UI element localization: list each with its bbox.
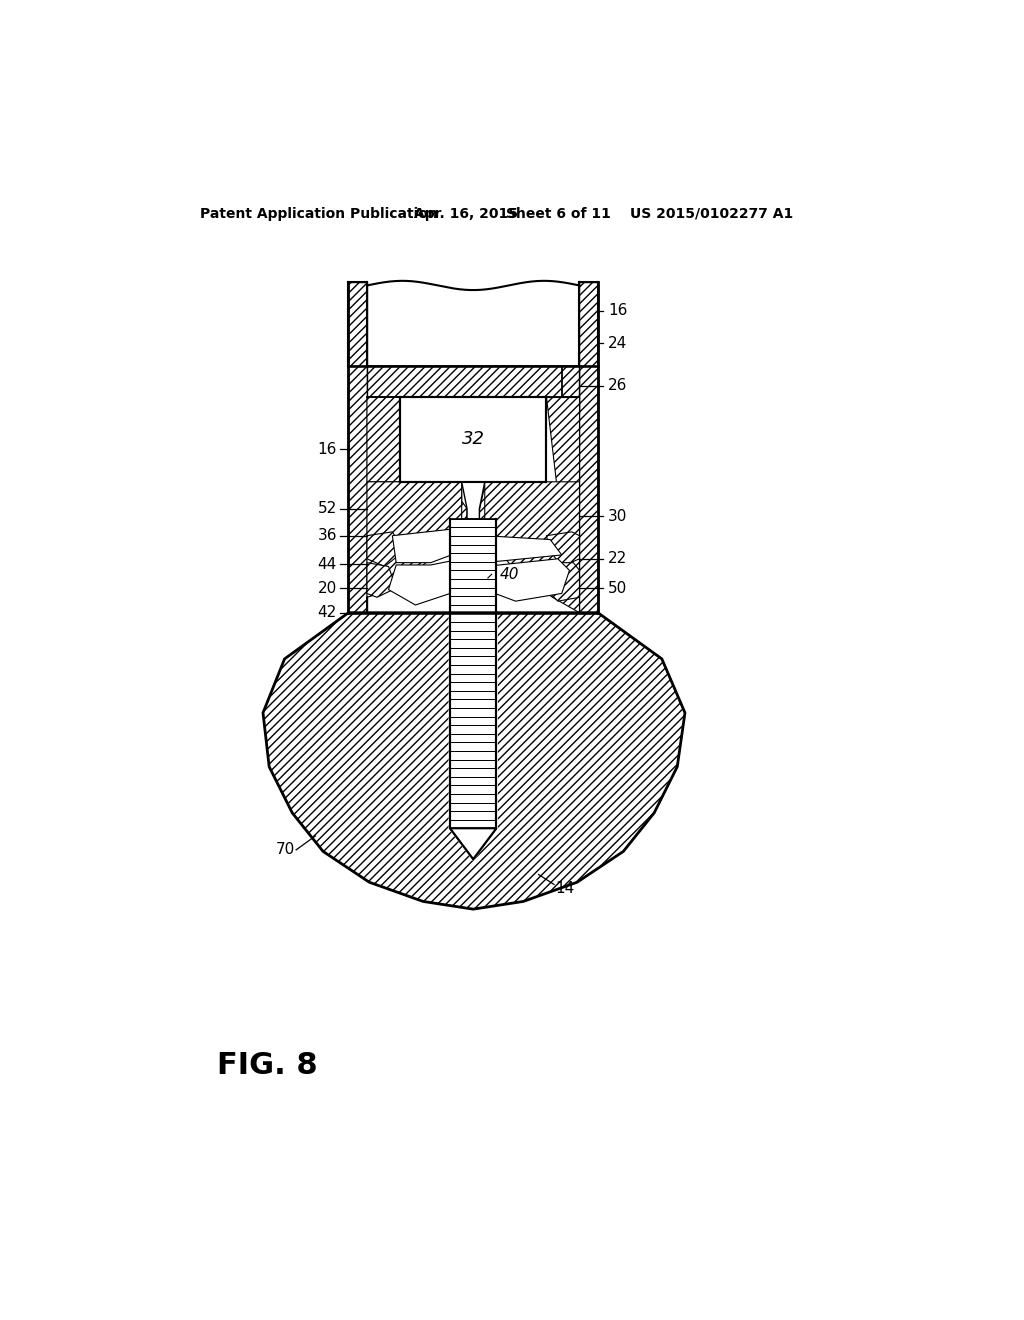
Polygon shape bbox=[400, 482, 467, 519]
Polygon shape bbox=[484, 558, 569, 601]
Polygon shape bbox=[400, 397, 547, 482]
Text: 50: 50 bbox=[608, 581, 628, 595]
Text: 42: 42 bbox=[317, 605, 337, 620]
Text: Sheet 6 of 11: Sheet 6 of 11 bbox=[506, 207, 610, 220]
Text: 36: 36 bbox=[317, 528, 337, 544]
Polygon shape bbox=[348, 367, 367, 612]
Polygon shape bbox=[547, 397, 580, 482]
Polygon shape bbox=[580, 281, 598, 367]
Polygon shape bbox=[348, 281, 367, 367]
Polygon shape bbox=[562, 397, 580, 412]
Polygon shape bbox=[484, 536, 562, 562]
Text: FIG. 8: FIG. 8 bbox=[217, 1051, 317, 1080]
Polygon shape bbox=[388, 558, 462, 605]
Text: 52: 52 bbox=[317, 502, 337, 516]
Polygon shape bbox=[451, 829, 497, 859]
Polygon shape bbox=[263, 612, 685, 909]
Text: 44: 44 bbox=[317, 557, 337, 572]
Polygon shape bbox=[484, 482, 580, 612]
Polygon shape bbox=[367, 397, 423, 482]
Polygon shape bbox=[462, 482, 484, 519]
Polygon shape bbox=[367, 482, 462, 612]
Text: 20: 20 bbox=[317, 581, 337, 595]
Polygon shape bbox=[451, 829, 497, 859]
Polygon shape bbox=[367, 532, 403, 566]
Text: 24: 24 bbox=[608, 335, 628, 351]
Polygon shape bbox=[479, 482, 547, 519]
Polygon shape bbox=[545, 562, 580, 601]
Text: 32: 32 bbox=[462, 430, 484, 449]
Text: Apr. 16, 2015: Apr. 16, 2015 bbox=[414, 207, 518, 220]
Polygon shape bbox=[547, 532, 580, 566]
Polygon shape bbox=[449, 612, 498, 862]
Text: 70: 70 bbox=[275, 842, 295, 858]
Text: 26: 26 bbox=[608, 378, 628, 393]
Polygon shape bbox=[367, 562, 396, 598]
Text: Patent Application Publication: Patent Application Publication bbox=[200, 207, 437, 220]
Text: 22: 22 bbox=[608, 552, 628, 566]
Text: US 2015/0102277 A1: US 2015/0102277 A1 bbox=[630, 207, 793, 220]
Polygon shape bbox=[451, 519, 497, 859]
Text: 16: 16 bbox=[608, 304, 628, 318]
Text: 16: 16 bbox=[317, 442, 337, 457]
Text: 30: 30 bbox=[608, 510, 628, 524]
Polygon shape bbox=[367, 281, 580, 367]
Text: 14: 14 bbox=[556, 880, 574, 896]
Polygon shape bbox=[367, 367, 580, 397]
Polygon shape bbox=[392, 528, 462, 562]
Polygon shape bbox=[580, 367, 598, 612]
Text: 40: 40 bbox=[500, 566, 519, 582]
